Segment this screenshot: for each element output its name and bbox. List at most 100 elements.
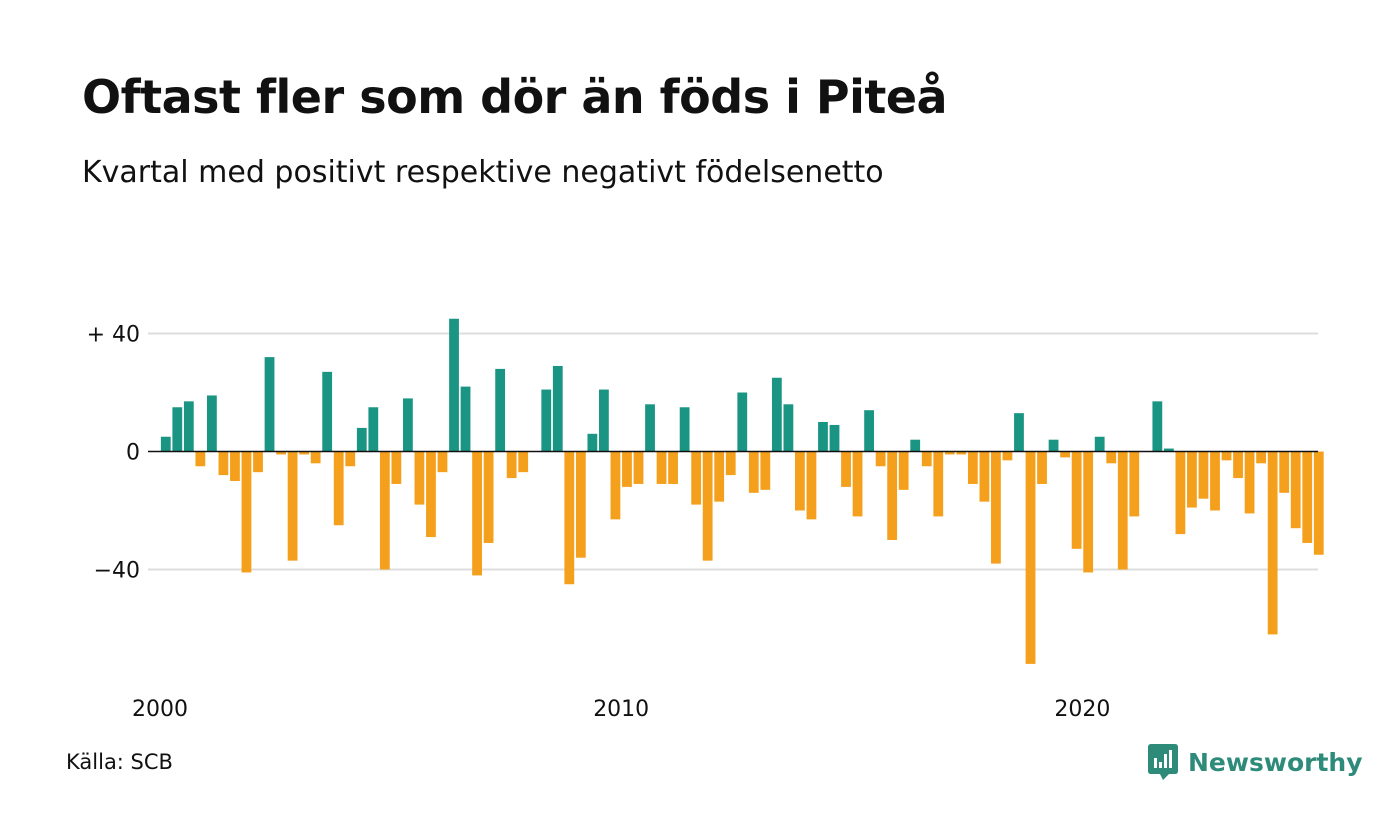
bar (1187, 451, 1197, 508)
brand-name: Newsworthy (1188, 747, 1363, 777)
bar (1256, 451, 1267, 464)
x-tick-label: 2000 (132, 697, 188, 722)
bar (1048, 439, 1059, 452)
bar (771, 377, 782, 452)
bar (818, 422, 828, 452)
bar (276, 451, 286, 455)
bar (783, 404, 794, 452)
bar (1071, 451, 1082, 549)
bar (172, 407, 183, 452)
bar (345, 451, 356, 467)
bar (241, 451, 252, 573)
bar (449, 318, 459, 452)
bar (356, 427, 367, 452)
bar (426, 451, 436, 538)
bar (391, 451, 402, 484)
bar (206, 395, 217, 452)
bar (379, 451, 390, 570)
bar (795, 451, 805, 511)
bar (702, 451, 713, 561)
bar (230, 451, 240, 481)
bar (956, 451, 967, 455)
bar (933, 451, 944, 517)
source-note: Källa: SCB (66, 750, 173, 774)
bar (806, 451, 817, 520)
bar (483, 451, 494, 543)
bar (887, 451, 898, 540)
bar (829, 424, 840, 452)
bar (679, 407, 690, 452)
bar (1221, 451, 1232, 461)
bar (564, 451, 575, 585)
bar (691, 451, 702, 505)
bar (979, 451, 990, 502)
bar (656, 451, 667, 484)
bar (368, 407, 379, 452)
bar (1244, 451, 1255, 514)
bar (898, 451, 909, 490)
bar (1106, 451, 1117, 464)
bar (552, 365, 563, 452)
bar (760, 451, 771, 490)
bar (1060, 451, 1070, 458)
bar (541, 389, 552, 452)
bar (1094, 436, 1105, 452)
bar (1117, 451, 1128, 570)
bar (506, 451, 517, 479)
bar (403, 398, 413, 452)
bar (287, 451, 298, 561)
bar (1210, 451, 1220, 511)
bar (299, 451, 310, 455)
y-tick-label: + 40 (87, 323, 140, 348)
bar (610, 451, 621, 520)
bar (472, 451, 482, 576)
bar (991, 451, 1001, 564)
chart-subtitle: Kvartal med positivt respektive negativt… (82, 155, 884, 190)
x-tick-label: 2010 (593, 697, 649, 722)
bar (1037, 451, 1047, 484)
bar (195, 451, 206, 467)
bar (1083, 451, 1094, 573)
bar (310, 451, 321, 464)
bar (1175, 451, 1186, 535)
bar (875, 451, 886, 467)
bar (1152, 401, 1163, 452)
bar (668, 451, 678, 484)
bar (1129, 451, 1140, 517)
bar (841, 451, 851, 487)
bar (921, 451, 932, 467)
bar (183, 401, 194, 452)
bar (1002, 451, 1013, 461)
bar (599, 389, 609, 452)
bar (587, 433, 598, 452)
bar (852, 451, 863, 517)
bar (253, 451, 263, 473)
x-tick-label: 2020 (1054, 697, 1110, 722)
bar (1025, 451, 1036, 664)
bar (1313, 451, 1324, 555)
bar (414, 451, 425, 505)
bar (518, 451, 529, 473)
bar (1302, 451, 1313, 543)
bar (575, 451, 586, 558)
bar (748, 451, 759, 493)
bar (437, 451, 448, 473)
bar (495, 368, 506, 452)
bar (633, 451, 644, 484)
bar (864, 410, 874, 452)
bar (944, 451, 955, 455)
bar (460, 386, 471, 452)
bar (737, 392, 748, 452)
newsworthy-logo-icon (1148, 744, 1178, 780)
bar (1290, 451, 1301, 529)
bar (622, 451, 632, 487)
bar (160, 436, 171, 452)
y-tick-label: −40 (94, 559, 140, 584)
bar (1279, 451, 1290, 493)
bar (1163, 448, 1174, 452)
bar (645, 404, 655, 452)
chart-title: Oftast fler som dör än föds i Piteå (82, 70, 948, 124)
bar (1233, 451, 1243, 479)
bar (1198, 451, 1209, 499)
